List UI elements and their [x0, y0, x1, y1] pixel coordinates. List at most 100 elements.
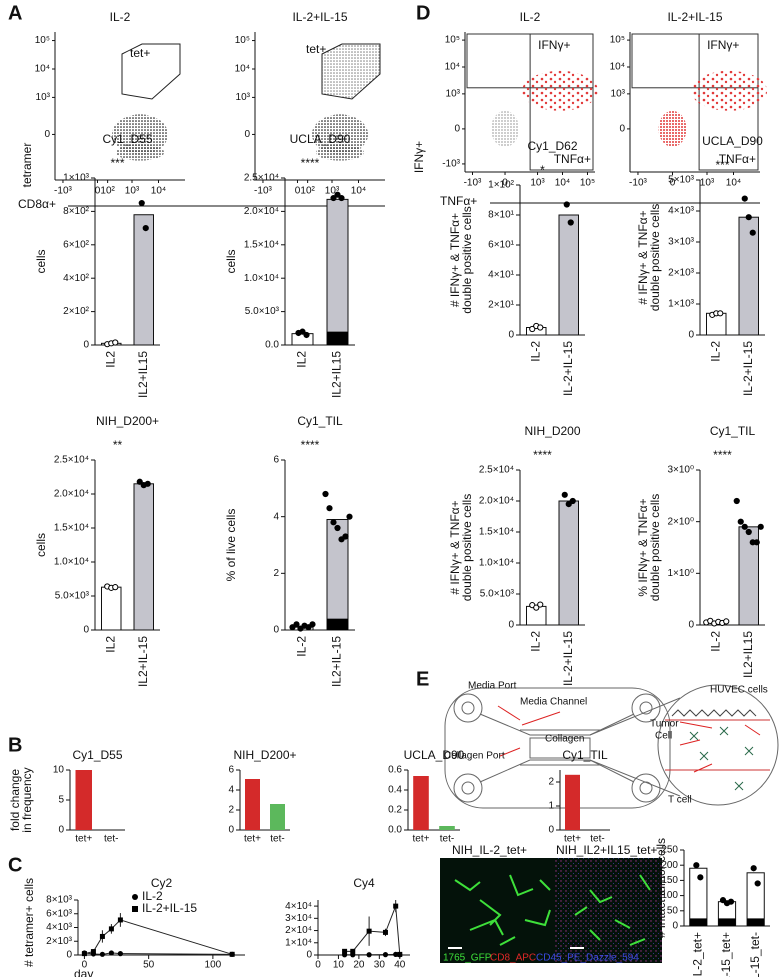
y-tick-label: 5.0×10³	[55, 591, 90, 602]
chart-title: Cy4	[353, 876, 375, 890]
y-tick-label: 50	[667, 905, 679, 916]
y-tick-label: 0	[66, 950, 72, 961]
y-tick-label: 2	[548, 777, 554, 788]
gate	[121, 43, 181, 100]
data-point	[565, 501, 572, 508]
y-tick-label: 0.2	[388, 805, 402, 816]
data-point	[533, 604, 540, 611]
x-tick-label: IL2	[103, 351, 117, 368]
y-tick-label: 2×10¹	[488, 300, 515, 311]
significance: ****	[713, 448, 732, 462]
y-tick-label: 0	[454, 124, 460, 135]
chart-title: Cy1_TIL	[710, 424, 756, 438]
panel-label: B	[8, 734, 22, 756]
y-axis-label: double positive cells	[648, 204, 662, 311]
y-axis-label: % IFNγ+ & TNFα+	[636, 498, 650, 596]
x-tick-label: IL-2+IL-15_tet+	[719, 932, 733, 977]
quadrant-label: TNFα+	[719, 152, 756, 166]
marker	[382, 952, 389, 958]
x-tick-label: 0	[502, 178, 508, 189]
marker	[393, 903, 399, 909]
y-axis-label: cells	[224, 249, 238, 273]
x-tick-label: IL2	[103, 636, 117, 653]
x-tick-label: IL2+IL-15	[136, 636, 150, 687]
y-tick-label: 1.0×10⁴	[244, 273, 279, 284]
y-tick-label: 0	[508, 620, 514, 631]
x-axis-label: TNFα+	[440, 194, 477, 208]
y-tick-label: 10³	[236, 92, 251, 103]
bar	[746, 872, 765, 927]
chart-title: Cy2	[151, 876, 173, 890]
x-tick-label: IL-2	[708, 631, 722, 652]
y-axis-label: # tetramer+ cells	[22, 878, 36, 967]
y-tick-label: 100	[661, 890, 678, 901]
x-tick-label: IL2+IL-15	[330, 636, 344, 687]
y-tick-label: 10⁵	[235, 35, 250, 46]
y-tick-label: 8×10¹	[488, 210, 515, 221]
data-point	[727, 898, 735, 905]
y-axis-label: # IFNγ+ & TNFα+	[636, 210, 650, 304]
diagram-label: Collagen	[545, 734, 584, 745]
diagram-label: T cell	[668, 795, 692, 806]
x-tick-label: IL2+IL15	[136, 351, 150, 398]
plot-title: IL-2+IL-15	[292, 10, 347, 24]
chart-title: UCLA_D90	[404, 748, 465, 762]
x-axis-label: CD8α+	[18, 197, 56, 211]
panel-label: D	[416, 2, 430, 24]
data-point	[753, 539, 760, 546]
x-tick-label: 10⁴	[351, 186, 366, 197]
data-point	[757, 523, 764, 530]
y-tick-label: 200	[661, 860, 678, 871]
y-tick-label: 5	[58, 795, 64, 806]
marker	[108, 926, 114, 932]
y-tick-label: 0.0	[265, 340, 279, 351]
x-tick-label: 10²	[100, 186, 115, 197]
y-axis-label: double positive cells	[460, 494, 474, 601]
channel-label: CD45_PE_Dazzle_594	[536, 953, 639, 964]
y-tick-label: 1.5×10⁴	[54, 523, 89, 534]
chart-title: NIH_D200+	[233, 748, 296, 762]
event-cloud	[116, 144, 165, 161]
x-tick-label: IL-2+IL-15_tet-	[748, 932, 762, 977]
x-tick-label: tet-	[270, 834, 284, 845]
y-tick-label: 1×10⁰	[667, 568, 694, 579]
chart-title: Cy1_D62	[527, 139, 577, 153]
y-tick-label: 0.4	[388, 785, 402, 796]
y-tick-label: 2×10³	[46, 936, 73, 947]
x-tick-label: 0	[670, 178, 676, 189]
bar	[101, 586, 122, 631]
micrograph-title: NIH_IL2+IL15_tet+	[556, 843, 657, 857]
y-tick-label: 2	[273, 568, 279, 579]
diagram-label: Media Port	[468, 681, 517, 692]
series-line	[84, 919, 233, 955]
gate	[321, 43, 381, 100]
y-axis-label: # IFNγ+ & TNFα+	[448, 500, 462, 594]
marker	[393, 951, 399, 957]
y-axis-label: IFNγ+	[412, 141, 426, 173]
chart-title: Cy1_D55	[72, 748, 122, 762]
data-point	[342, 533, 349, 540]
data-point	[334, 191, 341, 198]
y-axis-label: cells	[34, 533, 48, 557]
legend-marker	[132, 894, 138, 900]
x-tick-label: 0	[315, 960, 321, 971]
y-axis-label: cells	[34, 249, 48, 273]
y-tick-label: 0	[83, 340, 89, 351]
data-point	[741, 523, 748, 530]
y-tick-label: 6	[228, 765, 234, 776]
y-tick-label: 5.0×10³	[480, 589, 515, 600]
event-cloud	[316, 144, 365, 161]
marker	[90, 949, 96, 955]
x-tick-label: 10⁴	[726, 178, 741, 189]
x-tick-label: 10⁵	[580, 178, 595, 189]
data-point	[309, 621, 316, 628]
y-tick-label: 4×10¹	[488, 270, 515, 281]
y-tick-label: 4×10⁴	[285, 901, 312, 912]
y-tick-label: 2.5×10⁴	[244, 173, 279, 184]
y-tick-label: 0	[83, 625, 89, 636]
data-point	[144, 480, 151, 487]
chart-title: Cy1_TIL	[297, 414, 343, 428]
marker	[117, 951, 123, 957]
marker	[366, 928, 372, 934]
y-tick-label: 1.0×10⁴	[54, 557, 89, 568]
